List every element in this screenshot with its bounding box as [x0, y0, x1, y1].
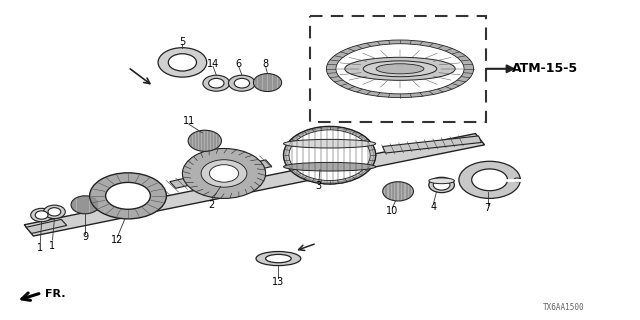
- Ellipse shape: [472, 169, 508, 191]
- Ellipse shape: [266, 254, 291, 263]
- Ellipse shape: [284, 126, 376, 184]
- Polygon shape: [26, 219, 67, 234]
- Ellipse shape: [326, 40, 474, 98]
- Ellipse shape: [284, 163, 376, 171]
- Ellipse shape: [429, 177, 454, 193]
- Text: 9: 9: [82, 232, 88, 242]
- Text: 4: 4: [430, 202, 436, 212]
- Ellipse shape: [90, 173, 166, 219]
- Ellipse shape: [71, 196, 99, 214]
- Ellipse shape: [168, 54, 196, 71]
- Ellipse shape: [228, 75, 255, 91]
- Ellipse shape: [209, 165, 239, 182]
- Text: ATM-15-5: ATM-15-5: [512, 62, 578, 75]
- Text: 14: 14: [207, 59, 220, 69]
- Ellipse shape: [284, 140, 376, 148]
- Ellipse shape: [383, 182, 413, 201]
- Ellipse shape: [106, 182, 150, 209]
- Ellipse shape: [376, 64, 424, 74]
- Ellipse shape: [158, 48, 207, 77]
- Ellipse shape: [284, 126, 376, 184]
- Ellipse shape: [256, 252, 301, 266]
- Text: 5: 5: [179, 36, 186, 47]
- Text: 13: 13: [272, 276, 285, 287]
- Ellipse shape: [44, 205, 65, 219]
- Ellipse shape: [234, 78, 250, 88]
- Text: 7: 7: [484, 203, 491, 213]
- Ellipse shape: [188, 130, 221, 151]
- Text: 3: 3: [316, 180, 322, 191]
- Polygon shape: [383, 136, 481, 153]
- Text: 8: 8: [262, 59, 269, 69]
- Text: 2: 2: [208, 200, 214, 210]
- Text: 10: 10: [386, 206, 399, 216]
- Ellipse shape: [203, 75, 230, 91]
- Ellipse shape: [35, 211, 48, 219]
- Text: 1: 1: [49, 241, 56, 251]
- Text: 1: 1: [37, 243, 44, 253]
- Ellipse shape: [459, 161, 520, 198]
- Ellipse shape: [182, 148, 266, 198]
- Text: FR.: FR.: [45, 289, 65, 300]
- Text: 11: 11: [182, 116, 195, 126]
- Ellipse shape: [209, 78, 224, 88]
- Ellipse shape: [514, 178, 520, 182]
- Ellipse shape: [48, 208, 61, 216]
- Ellipse shape: [433, 180, 450, 190]
- Text: 6: 6: [236, 59, 242, 69]
- Polygon shape: [24, 133, 484, 236]
- Polygon shape: [170, 160, 272, 188]
- Ellipse shape: [253, 74, 282, 92]
- Ellipse shape: [345, 57, 455, 80]
- Text: TX6AA1500: TX6AA1500: [542, 303, 584, 312]
- Ellipse shape: [31, 208, 52, 222]
- Ellipse shape: [289, 130, 370, 180]
- FancyBboxPatch shape: [310, 16, 486, 122]
- Ellipse shape: [364, 61, 437, 77]
- Ellipse shape: [336, 44, 464, 94]
- Ellipse shape: [429, 178, 454, 184]
- Text: 12: 12: [111, 235, 124, 245]
- Ellipse shape: [201, 160, 247, 187]
